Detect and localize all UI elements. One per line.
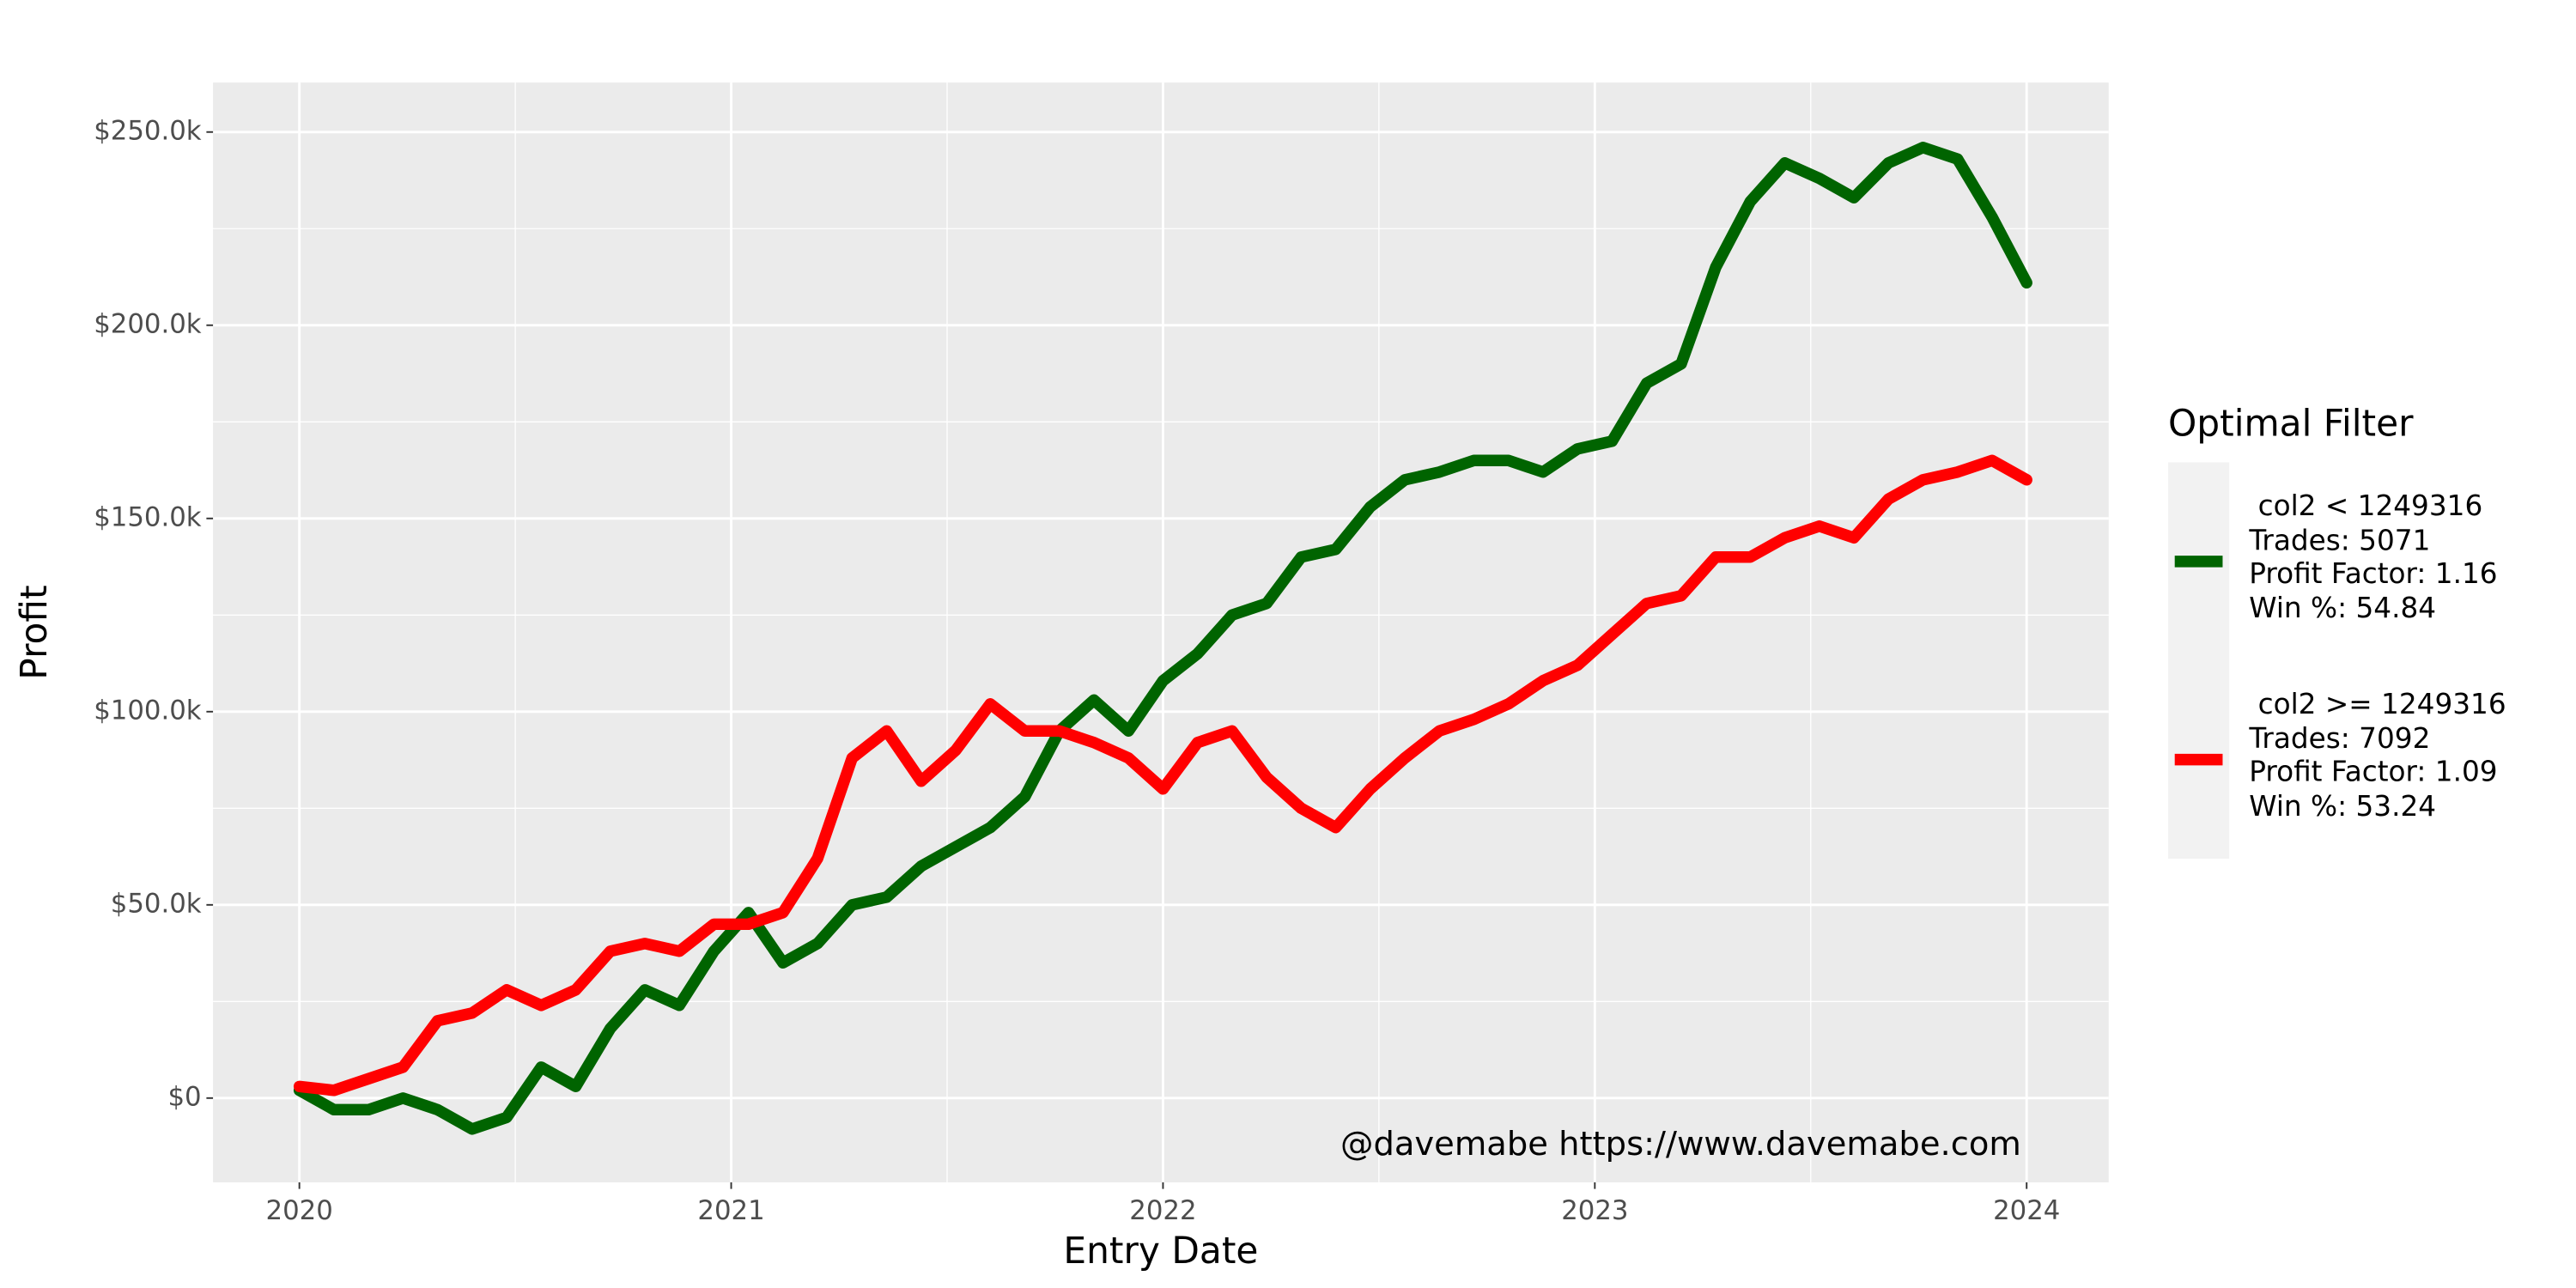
x-tick-label: 2023 (1561, 1195, 1628, 1226)
y-tick-label: $50.0k (111, 888, 202, 919)
legend: col2 < 1249316 Trades: 5071 Profit Facto… (2168, 462, 2506, 859)
legend-entry: col2 < 1249316 Trades: 5071 Profit Facto… (2249, 490, 2498, 626)
y-tick-label: $100.0k (94, 695, 202, 726)
x-tick-label: 2024 (1993, 1195, 2060, 1226)
x-axis-title: Entry Date (1063, 1230, 1258, 1272)
y-tick-label: $200.0k (94, 308, 202, 339)
series-line (293, 454, 2032, 1097)
legend-label: col2 < 1249316 Trades: 5071 Profit Facto… (2249, 490, 2498, 626)
legend-label: col2 >= 1249316 Trades: 7092 Profit Fact… (2249, 688, 2506, 824)
grid (213, 82, 2109, 1182)
y-axis-title: Profit (13, 585, 55, 679)
legend-title: Optimal Filter (2168, 403, 2414, 445)
x-tick-label: 2021 (697, 1195, 764, 1226)
legend-entry: col2 >= 1249316 Trades: 7092 Profit Fact… (2249, 688, 2506, 824)
y-tick-label: $150.0k (94, 501, 202, 532)
axes: $0 $50.0k $100.0k $150.0k $200.0k $250.0k 2020… (94, 115, 2060, 1226)
series-line (293, 142, 2032, 1135)
annotation: @davemabe https://www.davemabe.com (1340, 1125, 2021, 1163)
legend-key-background (2168, 462, 2230, 859)
y-tick-label: $250.0k (94, 115, 202, 146)
x-tick-label: 2022 (1129, 1195, 1196, 1226)
lines (293, 142, 2032, 1135)
y-tick-label: $0 (167, 1081, 201, 1112)
panel (213, 82, 2109, 1182)
x-tick-label: 2020 (266, 1195, 333, 1226)
